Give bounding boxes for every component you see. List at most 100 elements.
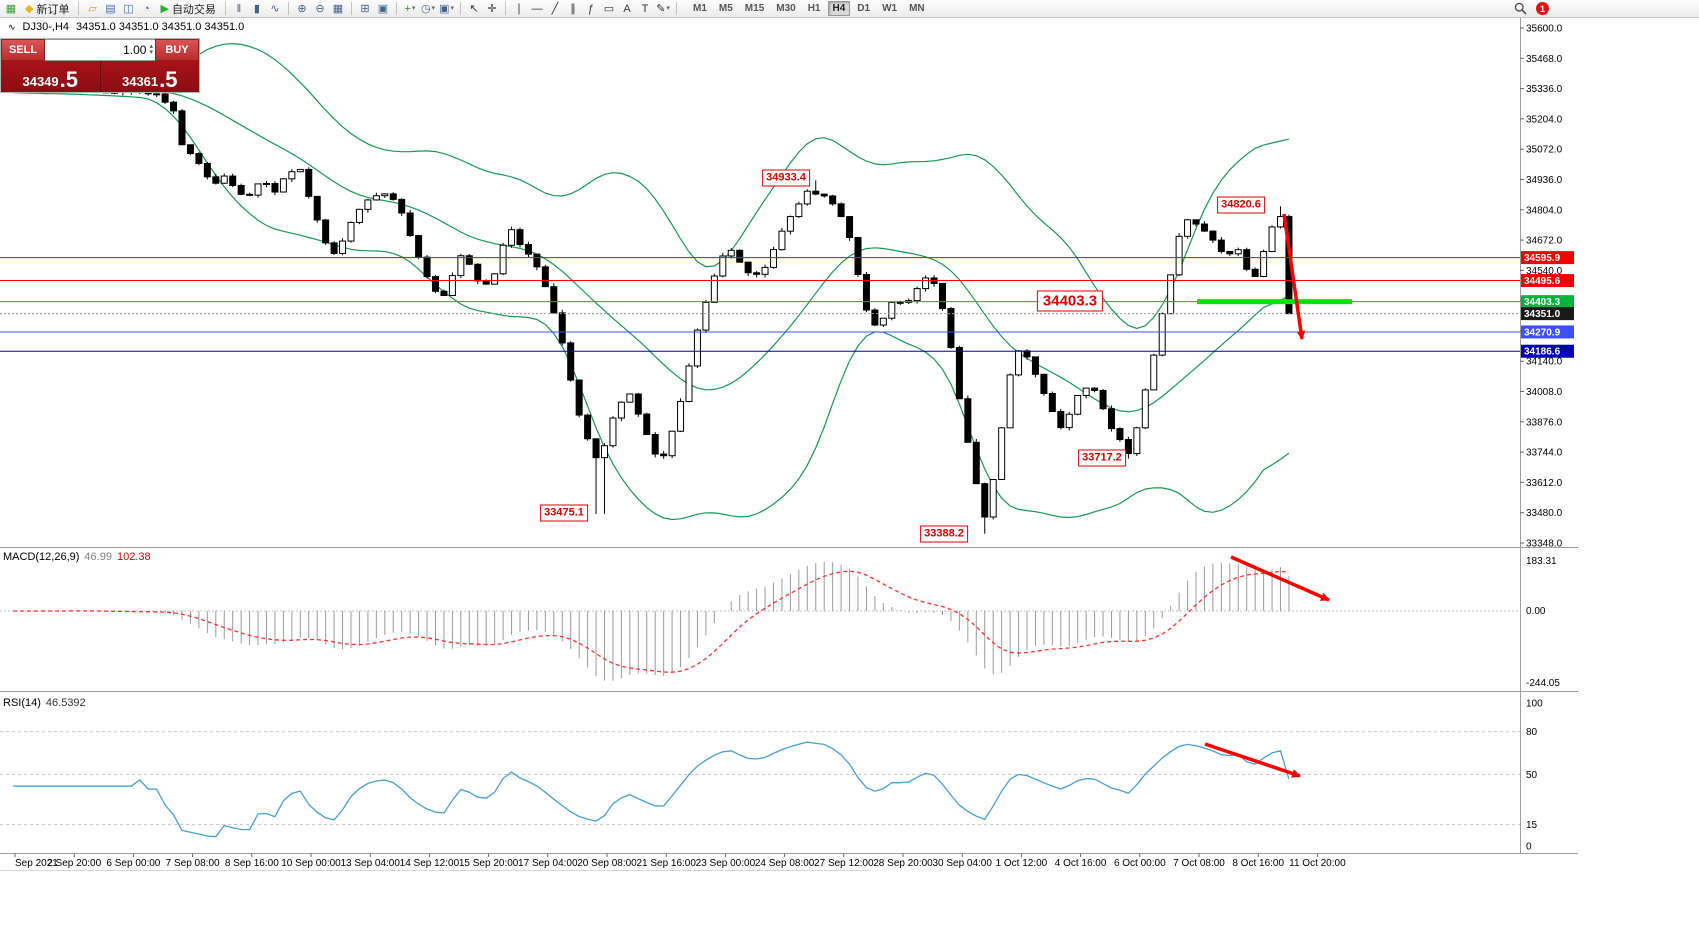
candle <box>313 195 321 221</box>
annotation-arrows[interactable] <box>1204 213 1330 778</box>
candle <box>516 229 524 246</box>
fibonacci-icon[interactable]: ƒ <box>587 2 595 15</box>
candle <box>406 212 414 237</box>
bar-chart-icon[interactable]: ‖ <box>236 2 242 15</box>
price-callout[interactable]: 34933.4 <box>762 169 810 187</box>
zoom-in-icon[interactable]: ⊕ <box>297 2 307 15</box>
add-indicator-icon[interactable]: + ▾ <box>404 2 416 15</box>
price-callout[interactable]: 34403.3 <box>1036 290 1104 312</box>
candle <box>1116 428 1124 441</box>
volume-spinner: ▴ ▾ <box>149 43 153 56</box>
profiles-icon[interactable]: ▤ <box>105 2 116 15</box>
candle <box>761 266 769 275</box>
timeframe-d1-button[interactable]: D1 <box>857 3 871 14</box>
line-chart-icon[interactable]: ∿ <box>270 2 280 15</box>
timeframe-h1-button[interactable]: H1 <box>807 3 821 14</box>
candle <box>415 235 423 258</box>
auto-trading-button[interactable]: ▶ 自动交易 <box>156 1 219 17</box>
candle <box>1099 389 1107 410</box>
candle <box>1234 249 1242 255</box>
timeframe-mn-button[interactable]: MN <box>909 3 925 14</box>
candlestick-chart-icon[interactable]: ▮ <box>253 2 260 15</box>
buy-price[interactable]: 34361.5 <box>121 67 178 93</box>
timeframe-m15-button[interactable]: M15 <box>744 3 765 14</box>
shapes-icon[interactable]: ▭ <box>603 2 615 15</box>
candle <box>871 309 879 326</box>
symbol-label: DJ30-,H4 <box>22 21 70 33</box>
bollinger-bands <box>12 42 1290 521</box>
timeframe-h4-button[interactable]: H4 <box>827 1 851 16</box>
candle <box>499 244 507 275</box>
level-lines[interactable] <box>0 257 1520 352</box>
arrows-icon[interactable]: ✎ ▾ <box>656 2 670 15</box>
price-axis[interactable]: 35600.0 35468.0 35336.0 35204.0 35072.0 34936… <box>1520 24 1574 550</box>
price-tick-label: 33612.0 <box>1526 478 1563 489</box>
candle <box>955 346 963 400</box>
price-callout[interactable]: 33475.1 <box>540 504 588 522</box>
hline-icon[interactable]: ― <box>531 2 543 15</box>
date-label: 23 Sep 00:00 <box>696 858 756 869</box>
candle <box>246 193 254 196</box>
volume-down-icon[interactable]: ▾ <box>149 49 153 56</box>
candle <box>626 393 634 403</box>
volume-field[interactable]: 1.00 ▴ ▾ <box>45 39 155 61</box>
toolbar-items: ▦ ◆ 新订单 ▱ ▤ ◫ ◔ ▶ 自动交易 ‖ ▮ ∿ ⊕ ⊖ ▦ ⊞ ▣ + ▾ ◷ ▾ ▣ ▾ ↖ ✛ ∣ ― ╱ ∥ ƒ ▭ A T ✎ ▾ <box>3 1 680 17</box>
candle <box>212 176 220 184</box>
crosshair-icon[interactable]: ✛ <box>487 2 497 15</box>
sell-button[interactable]: SELL <box>1 39 45 61</box>
market-watch-icon[interactable]: ◫ <box>123 2 134 15</box>
timeframe-m1-button[interactable]: M1 <box>692 3 707 14</box>
candle <box>279 178 287 193</box>
candle <box>1141 389 1149 429</box>
arrange-windows-icon[interactable]: ⊞ <box>360 2 370 15</box>
date-label: 14 Sep 12:00 <box>400 858 460 869</box>
price-callout[interactable]: 33388.2 <box>920 525 968 543</box>
search-icon[interactable] <box>1514 2 1527 15</box>
toolbar-separator <box>675 2 677 15</box>
price-callout[interactable]: 34820.6 <box>1217 196 1265 214</box>
price-tick-label: 33348.0 <box>1526 538 1563 549</box>
channel-icon[interactable]: ∥ <box>570 2 576 15</box>
trendline-icon[interactable]: ╱ <box>551 2 559 15</box>
candle <box>305 168 313 197</box>
candle <box>364 199 372 210</box>
candle <box>237 184 245 195</box>
sell-price[interactable]: 34349.5 <box>1 61 101 92</box>
candle <box>110 91 118 94</box>
candle <box>263 183 270 186</box>
window-icon[interactable]: ▦ <box>5 2 17 15</box>
text-icon[interactable]: A <box>623 2 631 15</box>
cursor-icon[interactable]: ↖ <box>469 2 479 15</box>
label-icon[interactable]: T <box>641 2 649 15</box>
buy-button[interactable]: BUY <box>155 39 199 61</box>
cascade-windows-icon[interactable]: ▣ <box>377 2 389 15</box>
candle <box>372 195 380 201</box>
templates-icon[interactable]: ▣ ▾ <box>439 2 454 15</box>
navigator-icon[interactable]: ◔ <box>143 2 150 15</box>
zoom-out-icon[interactable]: ⊖ <box>315 2 325 15</box>
price-callout[interactable]: 33717.2 <box>1078 449 1126 467</box>
candle <box>170 101 178 112</box>
periods-icon[interactable]: ◷ ▾ <box>420 2 436 15</box>
notification-badge[interactable]: 1 <box>1536 2 1549 15</box>
rsi-scale-label: 0 <box>1526 842 1532 853</box>
timeframe-m5-button[interactable]: M5 <box>718 3 733 14</box>
price-tick-label: 34936.0 <box>1526 175 1563 186</box>
new-order-button[interactable]: ◆ 新订单 <box>21 1 73 17</box>
chart-window-icon[interactable]: ▱ <box>88 2 97 15</box>
rsi-indicator-label: RSI(14) 46.5392 <box>3 697 86 709</box>
vline-icon[interactable]: ∣ <box>516 2 522 15</box>
timeframe-m30-button[interactable]: M30 <box>776 3 796 14</box>
svg-text:34403.3: 34403.3 <box>1524 297 1561 308</box>
volume-up-icon[interactable]: ▴ <box>149 43 153 50</box>
candle <box>1124 439 1132 455</box>
tile-windows-icon[interactable]: ▦ <box>332 2 344 15</box>
candle <box>474 263 482 282</box>
timeframe-w1-button[interactable]: W1 <box>882 3 898 14</box>
candle <box>939 282 946 310</box>
candle <box>1150 354 1158 391</box>
candle <box>322 219 330 244</box>
date-label: 11 Oct 20:00 <box>1289 858 1346 869</box>
